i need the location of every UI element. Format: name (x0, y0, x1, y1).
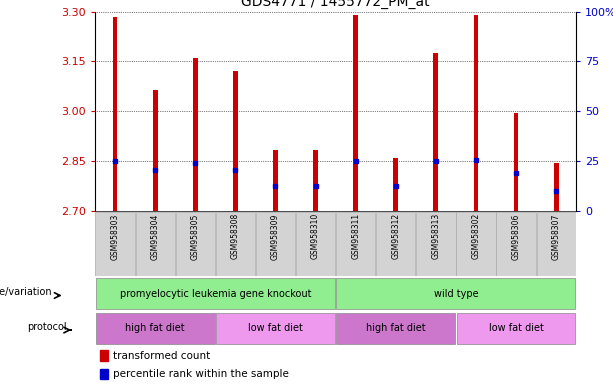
Bar (394, 158, 398, 211)
Bar (336, 212, 375, 276)
Text: GSM958309: GSM958309 (271, 213, 280, 260)
Text: high fat diet: high fat diet (366, 323, 425, 333)
Text: protocol: protocol (27, 321, 66, 332)
Bar (337, 313, 455, 344)
Bar (153, 90, 158, 211)
Text: high fat diet: high fat diet (125, 323, 185, 333)
Text: GSM958313: GSM958313 (432, 213, 440, 260)
Text: low fat diet: low fat diet (489, 323, 544, 333)
Bar (100, 369, 109, 379)
Bar (233, 71, 238, 211)
Text: GSM958302: GSM958302 (471, 213, 481, 260)
Title: GDS4771 / 1455772_PM_at: GDS4771 / 1455772_PM_at (242, 0, 430, 9)
Text: GSM958305: GSM958305 (191, 213, 200, 260)
Bar (416, 212, 455, 276)
Text: genotype/variation: genotype/variation (0, 287, 52, 297)
Bar (296, 212, 335, 276)
Bar (337, 278, 576, 310)
Bar (216, 313, 335, 344)
Bar (96, 212, 135, 276)
Text: GSM958312: GSM958312 (391, 213, 400, 259)
Bar (193, 58, 197, 211)
Text: wild type: wild type (433, 289, 478, 299)
Text: GSM958306: GSM958306 (512, 213, 520, 260)
Bar (135, 212, 175, 276)
Bar (273, 150, 278, 211)
Bar (456, 212, 496, 276)
Bar (96, 313, 215, 344)
Text: promyelocytic leukemia gene knockout: promyelocytic leukemia gene knockout (120, 289, 311, 299)
Text: GSM958310: GSM958310 (311, 213, 320, 260)
Bar (433, 53, 438, 211)
Bar (457, 313, 576, 344)
Bar (353, 15, 358, 211)
Bar (536, 212, 576, 276)
Bar (313, 150, 318, 211)
Bar (497, 212, 536, 276)
Bar (256, 212, 295, 276)
Bar (554, 163, 558, 211)
Text: GSM958304: GSM958304 (151, 213, 159, 260)
Text: GSM958303: GSM958303 (110, 213, 120, 260)
Bar (96, 278, 335, 310)
Text: GSM958307: GSM958307 (552, 213, 561, 260)
Bar (514, 113, 519, 211)
Bar (113, 17, 118, 211)
Bar (216, 212, 255, 276)
Text: transformed count: transformed count (113, 351, 210, 361)
Text: GSM958308: GSM958308 (231, 213, 240, 260)
Text: GSM958311: GSM958311 (351, 213, 360, 259)
Bar (100, 350, 109, 361)
Bar (175, 212, 215, 276)
Bar (376, 212, 416, 276)
Text: percentile rank within the sample: percentile rank within the sample (113, 369, 289, 379)
Text: low fat diet: low fat diet (248, 323, 303, 333)
Bar (474, 15, 478, 211)
